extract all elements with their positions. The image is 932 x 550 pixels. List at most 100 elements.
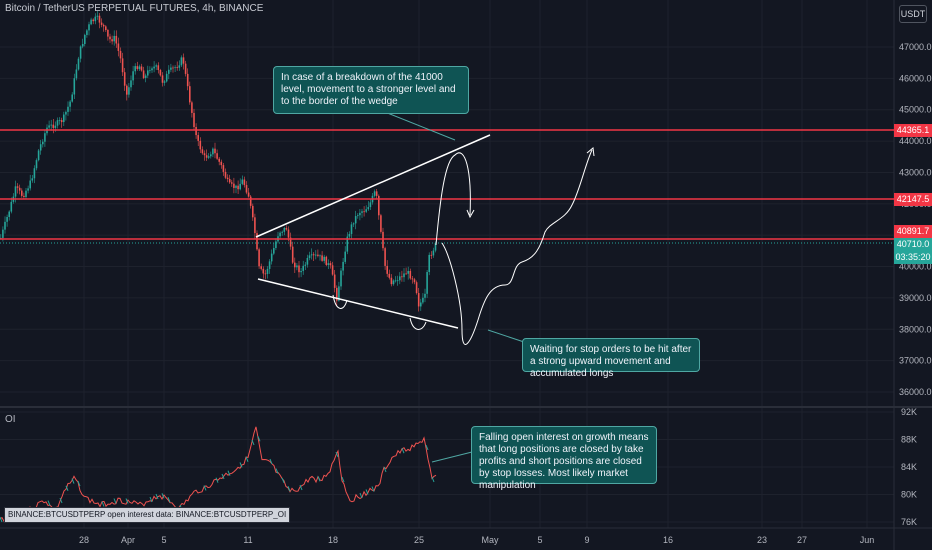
oi-tick-label: 92K xyxy=(901,407,917,417)
wedge-lower-trendline[interactable] xyxy=(257,278,459,329)
candle xyxy=(73,73,76,99)
candle xyxy=(409,268,412,280)
candle xyxy=(90,17,92,26)
candle xyxy=(432,247,435,258)
price-tick-label: 45000.0 xyxy=(899,105,932,115)
candle xyxy=(247,188,250,198)
current-price-tag[interactable]: 40710.0 xyxy=(894,238,932,251)
candle xyxy=(367,201,370,211)
candle xyxy=(323,254,325,264)
candle xyxy=(35,158,38,171)
candle xyxy=(348,231,351,240)
candle xyxy=(42,139,44,148)
time-tick-label: 16 xyxy=(663,535,673,545)
candle xyxy=(218,156,220,166)
candle xyxy=(273,242,275,256)
candle xyxy=(264,269,267,280)
candle xyxy=(380,213,382,234)
grid-lines xyxy=(0,0,894,528)
candle xyxy=(214,142,216,159)
candle xyxy=(342,257,344,276)
candle xyxy=(21,188,23,198)
swing-low-curve xyxy=(332,294,348,309)
oi-tick-label: 80K xyxy=(901,490,917,500)
candle xyxy=(117,37,120,57)
candle xyxy=(199,137,202,153)
candle xyxy=(189,81,191,105)
note-top-callout[interactable]: In case of a breakdown of the 41000 leve… xyxy=(273,66,469,114)
candle xyxy=(352,222,355,227)
candle xyxy=(107,28,109,41)
candle xyxy=(262,266,265,279)
candle xyxy=(134,63,136,75)
note-bottom-callout[interactable]: Waiting for stop orders to be hit after … xyxy=(522,338,700,379)
candle xyxy=(336,285,338,307)
candle xyxy=(159,68,162,77)
candle xyxy=(430,251,433,259)
candle xyxy=(306,254,309,268)
candle xyxy=(222,163,225,176)
candle xyxy=(132,65,134,86)
price-candles xyxy=(0,10,437,312)
candle xyxy=(193,108,195,130)
candle xyxy=(138,64,141,71)
candle xyxy=(52,119,55,134)
time-axis-ticks[interactable]: 28 Apr 5 11 18 25 May 5 9 16 23 27 Jun xyxy=(79,535,874,545)
candle xyxy=(16,183,19,194)
candle xyxy=(354,210,357,230)
candle xyxy=(115,30,118,48)
price-tick-label: 37000.0 xyxy=(899,356,932,366)
candle xyxy=(6,214,8,227)
candle xyxy=(136,61,139,71)
candle xyxy=(182,53,185,70)
candle xyxy=(256,230,258,251)
bar-countdown-tag: 03:35:20 xyxy=(894,251,932,264)
candle xyxy=(33,165,36,184)
time-tick-label: 27 xyxy=(797,535,807,545)
candle xyxy=(331,261,334,276)
note-bottom-pointer xyxy=(487,329,525,343)
candle xyxy=(50,119,52,131)
candle xyxy=(197,132,199,147)
level-tag-2[interactable]: 42147.5 xyxy=(894,193,932,206)
level-tag-3[interactable]: 40891.7 xyxy=(894,225,932,238)
oi-panel-label[interactable]: OI xyxy=(5,414,16,425)
candle xyxy=(168,65,170,80)
candle xyxy=(44,130,46,147)
oi-axis-ticks[interactable]: 92K 88K 84K 80K 76K xyxy=(901,407,917,527)
note-oi-callout[interactable]: Falling open interest on growth means th… xyxy=(471,426,657,491)
candle xyxy=(260,263,262,271)
candle xyxy=(172,65,174,73)
symbol-title[interactable]: Bitcoin / TetherUS PERPETUAL FUTURES, 4h… xyxy=(5,3,264,14)
candle xyxy=(300,268,302,278)
candle xyxy=(249,194,252,209)
wedge-upper-trendline[interactable] xyxy=(255,134,491,238)
candle xyxy=(241,175,244,186)
candle xyxy=(415,280,418,295)
candle xyxy=(384,246,386,270)
candle xyxy=(315,250,317,260)
currency-badge[interactable]: USDT xyxy=(899,5,927,23)
price-tick-label: 38000.0 xyxy=(899,324,932,334)
price-tick-label: 40000.0 xyxy=(899,262,932,272)
candle xyxy=(359,209,361,221)
candle xyxy=(102,23,105,32)
candle xyxy=(285,225,288,231)
time-tick-label: 25 xyxy=(414,535,424,545)
candle xyxy=(29,174,31,191)
candle xyxy=(105,25,107,32)
candle xyxy=(422,293,424,305)
time-tick-label: 5 xyxy=(537,535,542,545)
candle xyxy=(399,272,401,285)
candle xyxy=(203,150,206,161)
projection-path-up[interactable] xyxy=(435,152,471,246)
candle xyxy=(174,65,176,73)
horizontal-levels[interactable] xyxy=(0,129,894,244)
level-tag-1[interactable]: 44365.1 xyxy=(894,124,932,137)
candle xyxy=(60,117,63,128)
candle xyxy=(37,149,40,162)
open-interest-line xyxy=(0,426,437,523)
candle xyxy=(317,249,319,258)
candle xyxy=(369,199,372,210)
projection-path-main[interactable] xyxy=(441,149,593,345)
